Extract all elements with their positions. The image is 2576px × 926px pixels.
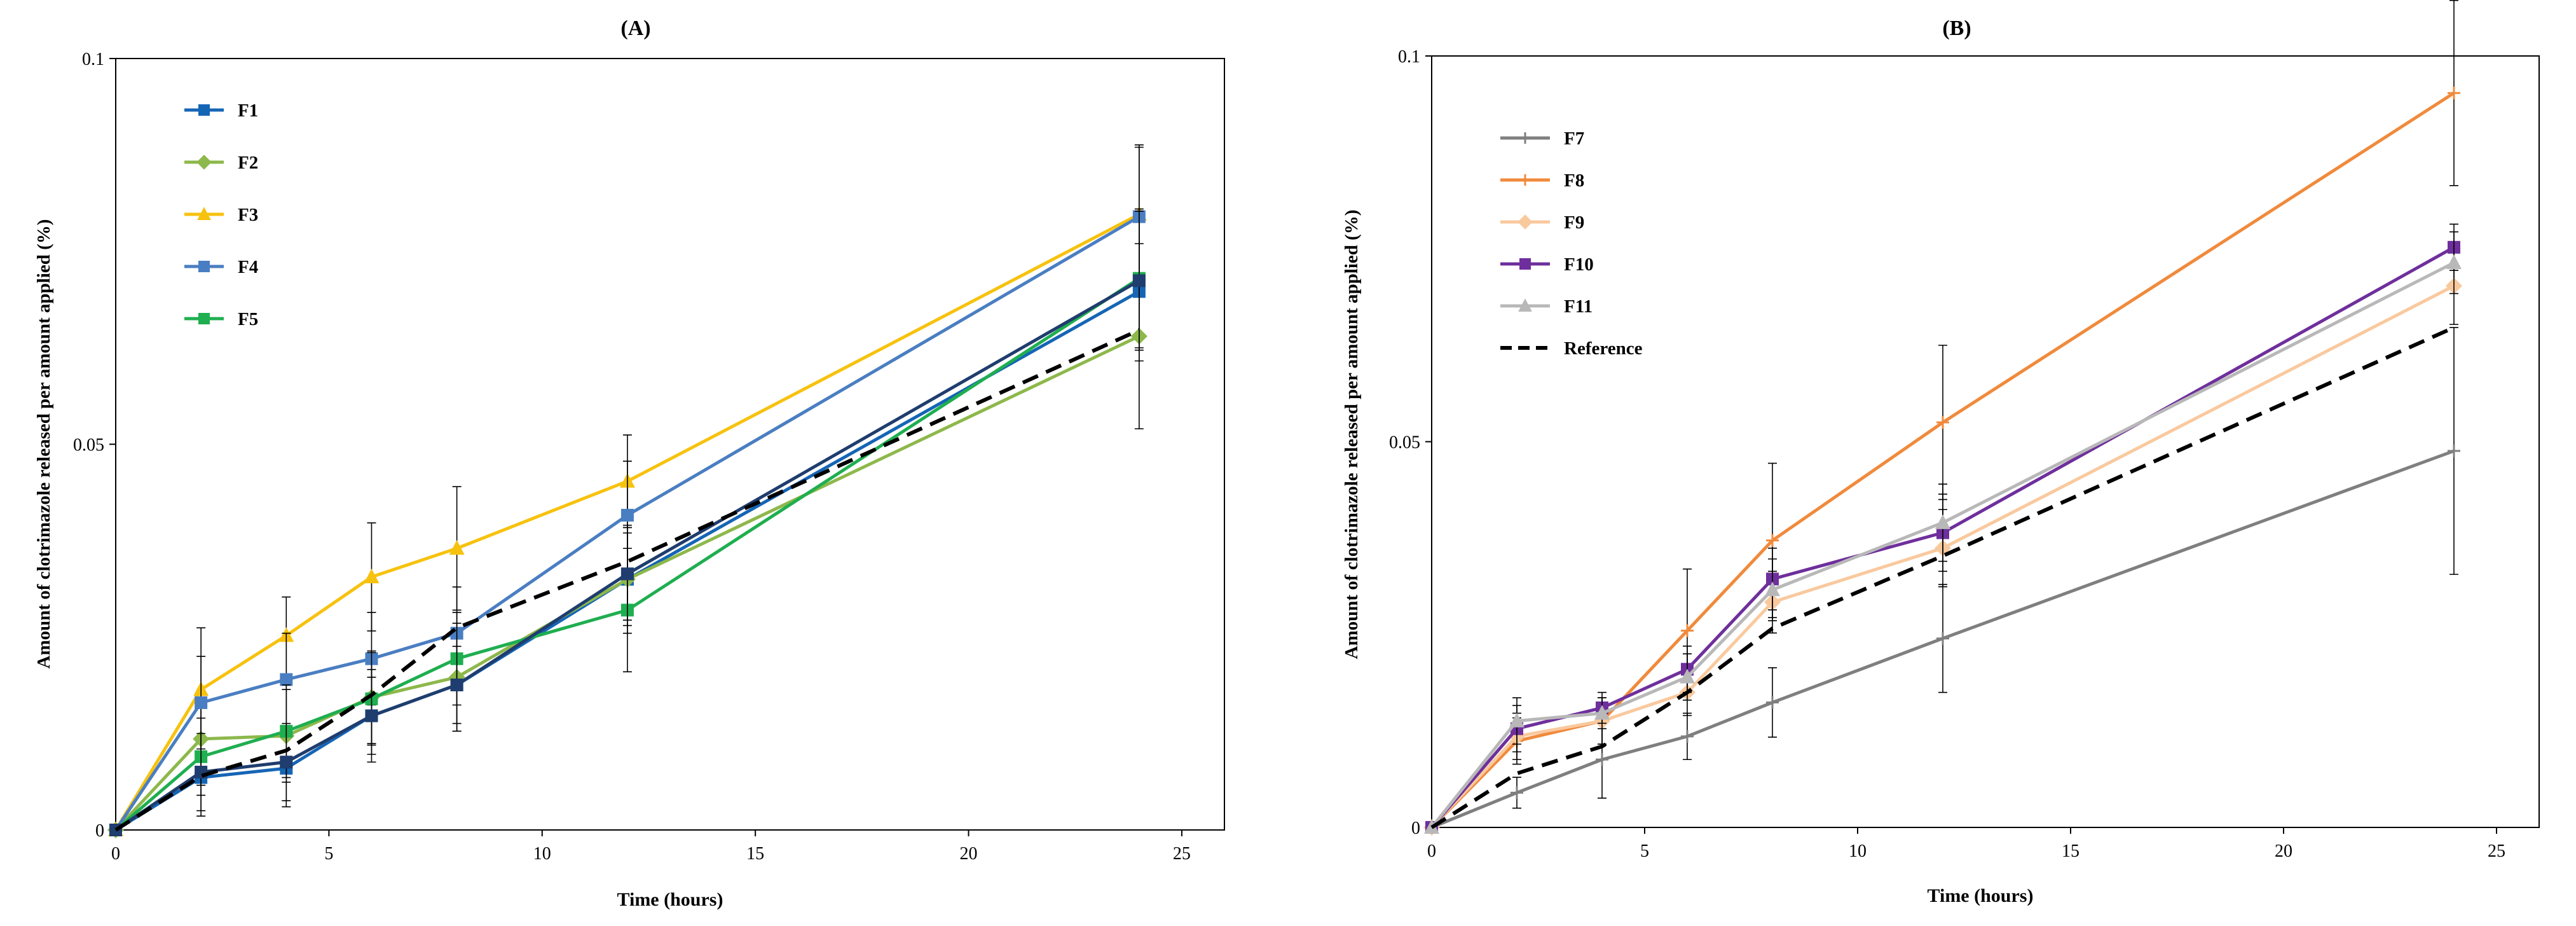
panel-a-data-point [195,696,208,709]
panel-a-series [107,144,1148,838]
panel-a-legend-label: F5 [238,309,258,329]
panel-a-data-point [449,540,465,555]
panel-a-y-tick-label: 0.05 [73,436,104,455]
panel-b-x-tick-label: 20 [2275,841,2292,861]
panel-a-y-axis-label: Amount of clotrimazole released per amou… [34,219,54,669]
panel-b-data-point [1936,632,1949,645]
panel-b-legend-marker [1519,132,1531,144]
panel-b-data-point [1681,624,1694,637]
panel-b-data-point [1766,534,1779,547]
panel-b-x-tick-label: 5 [1640,841,1649,861]
panel-b-legend-marker [1519,174,1531,186]
panel-b-axes: 0 5 10 15 20 25 0 0.05 0.1 [1389,47,2505,861]
panel-a-x-axis-label: Time (hours) [617,889,723,910]
panel-b-legend-label: F9 [1564,212,1584,233]
panel-b-x-axis-label: Time (hours) [1928,885,2034,906]
panel-a-data-point [280,756,293,769]
panel-a-legend-label: F2 [238,153,258,173]
panel-b-data-point [1935,514,1950,529]
panel-a-x-tick-label: 25 [1173,844,1191,864]
panel-b-data-point [1594,705,1610,720]
panel-a-x-tick-label: 20 [960,844,978,864]
panel-b-data-point [1765,581,1780,597]
panel-b-x-tick-label: 25 [2488,841,2505,861]
panel-a-series-unlabeled-6 [114,328,1141,832]
panel-b-legend-marker [1518,214,1533,230]
panel-a-legend-label: F3 [238,205,258,225]
panel-a-x-tick-label: 10 [533,844,551,864]
panel-b-x-tick-label: 15 [2062,841,2079,861]
panel-b-series-reference [1430,326,2455,829]
panel-b-legend-label: F8 [1564,170,1584,191]
panel-a-y-tick-label: 0.1 [82,50,104,69]
panel-a-title: (A) [620,17,650,40]
panel-a-legend-label: F4 [238,257,258,277]
panel-a-legend: F1 F2 F3 F4 F5 [184,100,258,329]
panel-b-data-point [1680,668,1695,684]
panel-b-data-point [2448,445,2460,458]
panel-a-data-point [365,709,378,722]
panel-b-data-point [1511,786,1523,799]
panel-b-series-f11 [1424,231,2462,834]
panel-a-series-line [114,328,1141,832]
panel-a-legend-marker [196,155,212,170]
panel-a-axes: 0 5 10 15 20 25 0 0.05 0.1 [73,50,1191,864]
panel-b-legend-marker [1518,298,1532,312]
panel-b-data-point [1509,712,1524,728]
panel-a-x-tick-label: 5 [324,844,333,864]
panel-b-legend: F7 F8 F9 F10 F11 Reference [1500,128,1643,359]
panel-b-title: (B) [1942,17,1971,40]
panel-a-legend-marker [198,313,210,324]
panel-a-legend-marker [198,261,210,272]
panel-b-data-point [1766,696,1779,709]
panel-a-data-point [620,509,634,522]
panel-a-chart: (A) 0 5 10 15 20 25 0 0.05 0.1 F1 F2 F3 F4 F5 Time (… [34,17,1225,910]
panel-b-x-tick-label: 10 [1849,841,1867,861]
panel-b-series [1423,0,2462,836]
panel-b-data-point [1936,416,1949,429]
panel-b-data-point [2448,86,2460,100]
panel-a-x-tick-label: 0 [111,844,120,864]
panel-b-legend-label: Reference [1564,338,1643,359]
panel-a-data-point [450,678,463,691]
panel-a-y-tick-label: 0 [95,821,104,841]
panel-b-y-tick-label: 0 [1411,819,1420,838]
panel-a-data-point [620,567,634,581]
panel-b-data-point [2446,254,2462,270]
panel-a-data-point [280,673,293,686]
panel-a-legend-marker [198,104,210,116]
panel-a-legend-label: F1 [238,100,258,121]
panel-a-legend-marker [197,207,211,220]
panel-b-legend-marker [1519,258,1531,270]
panel-b-data-point [1681,729,1694,743]
panel-b-series-line [1430,326,2455,829]
panel-b-y-tick-label: 0.05 [1389,433,1420,453]
panel-b-chart: (B) 0 5 10 15 20 25 0 0.05 0.1 F7 F8 F9 F10 F11 Refer… [1341,0,2540,906]
panel-b-x-tick-label: 0 [1427,841,1436,861]
panel-a-data-point [364,569,380,584]
panel-a-data-point [1132,274,1146,287]
panel-b-y-axis-label: Amount of clotrimazole released per amou… [1341,210,1362,660]
panel-a-x-tick-label: 15 [746,844,764,864]
panel-b-legend-label: F10 [1564,254,1594,275]
panel-b-legend-label: F11 [1564,296,1593,317]
panel-b-y-tick-label: 0.1 [1398,47,1420,67]
panel-b-legend-label: F7 [1564,128,1584,149]
panel-b-data-point [1596,753,1608,766]
